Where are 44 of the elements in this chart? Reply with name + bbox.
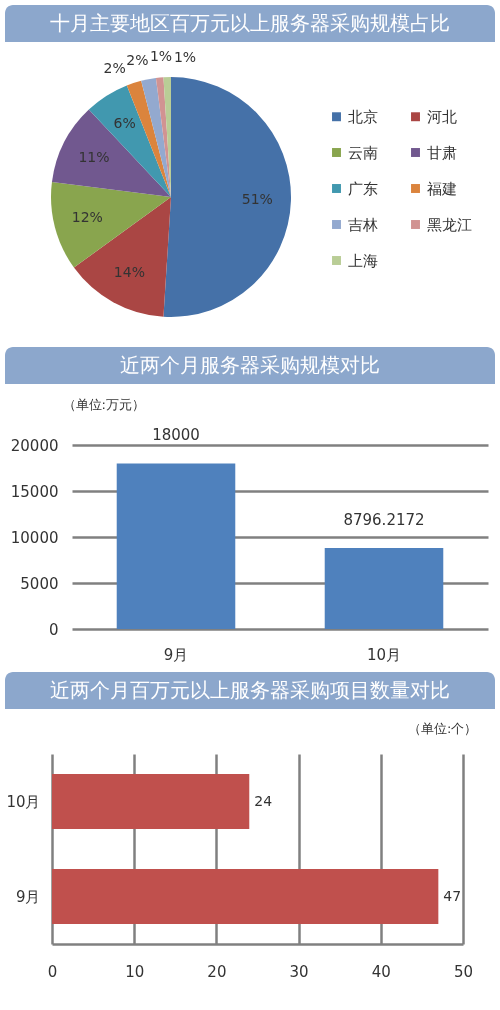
pie-slice (163, 77, 291, 317)
legend-label: 黑龙江 (427, 215, 472, 234)
y-tick-label: 20000 (10, 436, 59, 455)
y-axis-title: （单位:万元） (62, 396, 145, 412)
data-label: 11% (78, 148, 110, 165)
data-label: 18000 (152, 426, 200, 445)
y-tick-label: 5000 (20, 574, 59, 593)
legend-label: 上海 (348, 251, 378, 270)
legend-label: 云南 (348, 143, 378, 162)
legend-label: 河北 (427, 107, 457, 126)
y-tick-label: 9月 (15, 887, 41, 906)
data-label: 2% (103, 59, 126, 76)
x-tick-label: 50 (453, 962, 474, 981)
data-label: 1% (173, 48, 197, 65)
legend-label: 广东 (348, 179, 378, 198)
x-tick-label: 40 (371, 962, 391, 981)
pie-slice (141, 77, 171, 197)
chart-title: 近两个月百万元以上服务器采购项目数量对比 (50, 677, 450, 702)
y-tick-label: 15000 (10, 482, 59, 501)
x-tick-label: 20 (207, 962, 227, 981)
data-label: 14% (113, 263, 145, 280)
data-label: 12% (71, 209, 103, 226)
x-axis-title: （单位:个） (408, 720, 478, 736)
x-tick-label: 30 (289, 962, 309, 981)
data-label: 8796.2172 (343, 511, 425, 530)
data-label: 51% (241, 190, 273, 207)
pie-slice (73, 197, 171, 317)
chart-title: 十月主要地区百万元以上服务器采购规模占比 (50, 10, 450, 35)
y-tick-label: 0 (48, 620, 59, 639)
pie-slice (51, 181, 171, 268)
y-tick-label: 10000 (10, 528, 59, 547)
legend-label: 甘肃 (427, 143, 457, 162)
legend-label: 吉林 (348, 215, 378, 234)
legend-label: 北京 (348, 107, 378, 126)
data-label: 2% (126, 52, 149, 69)
data-label: 24 (254, 792, 273, 809)
pie-slice (51, 109, 171, 197)
data-label: 47 (443, 887, 462, 904)
data-label: 6% (113, 115, 136, 132)
y-tick-label: 10月 (6, 792, 41, 811)
chart-title: 近两个月服务器采购规模对比 (120, 352, 380, 377)
data-label: 1% (149, 48, 173, 65)
legend-label: 福建 (427, 179, 457, 198)
x-tick-label: 10 (125, 962, 145, 981)
